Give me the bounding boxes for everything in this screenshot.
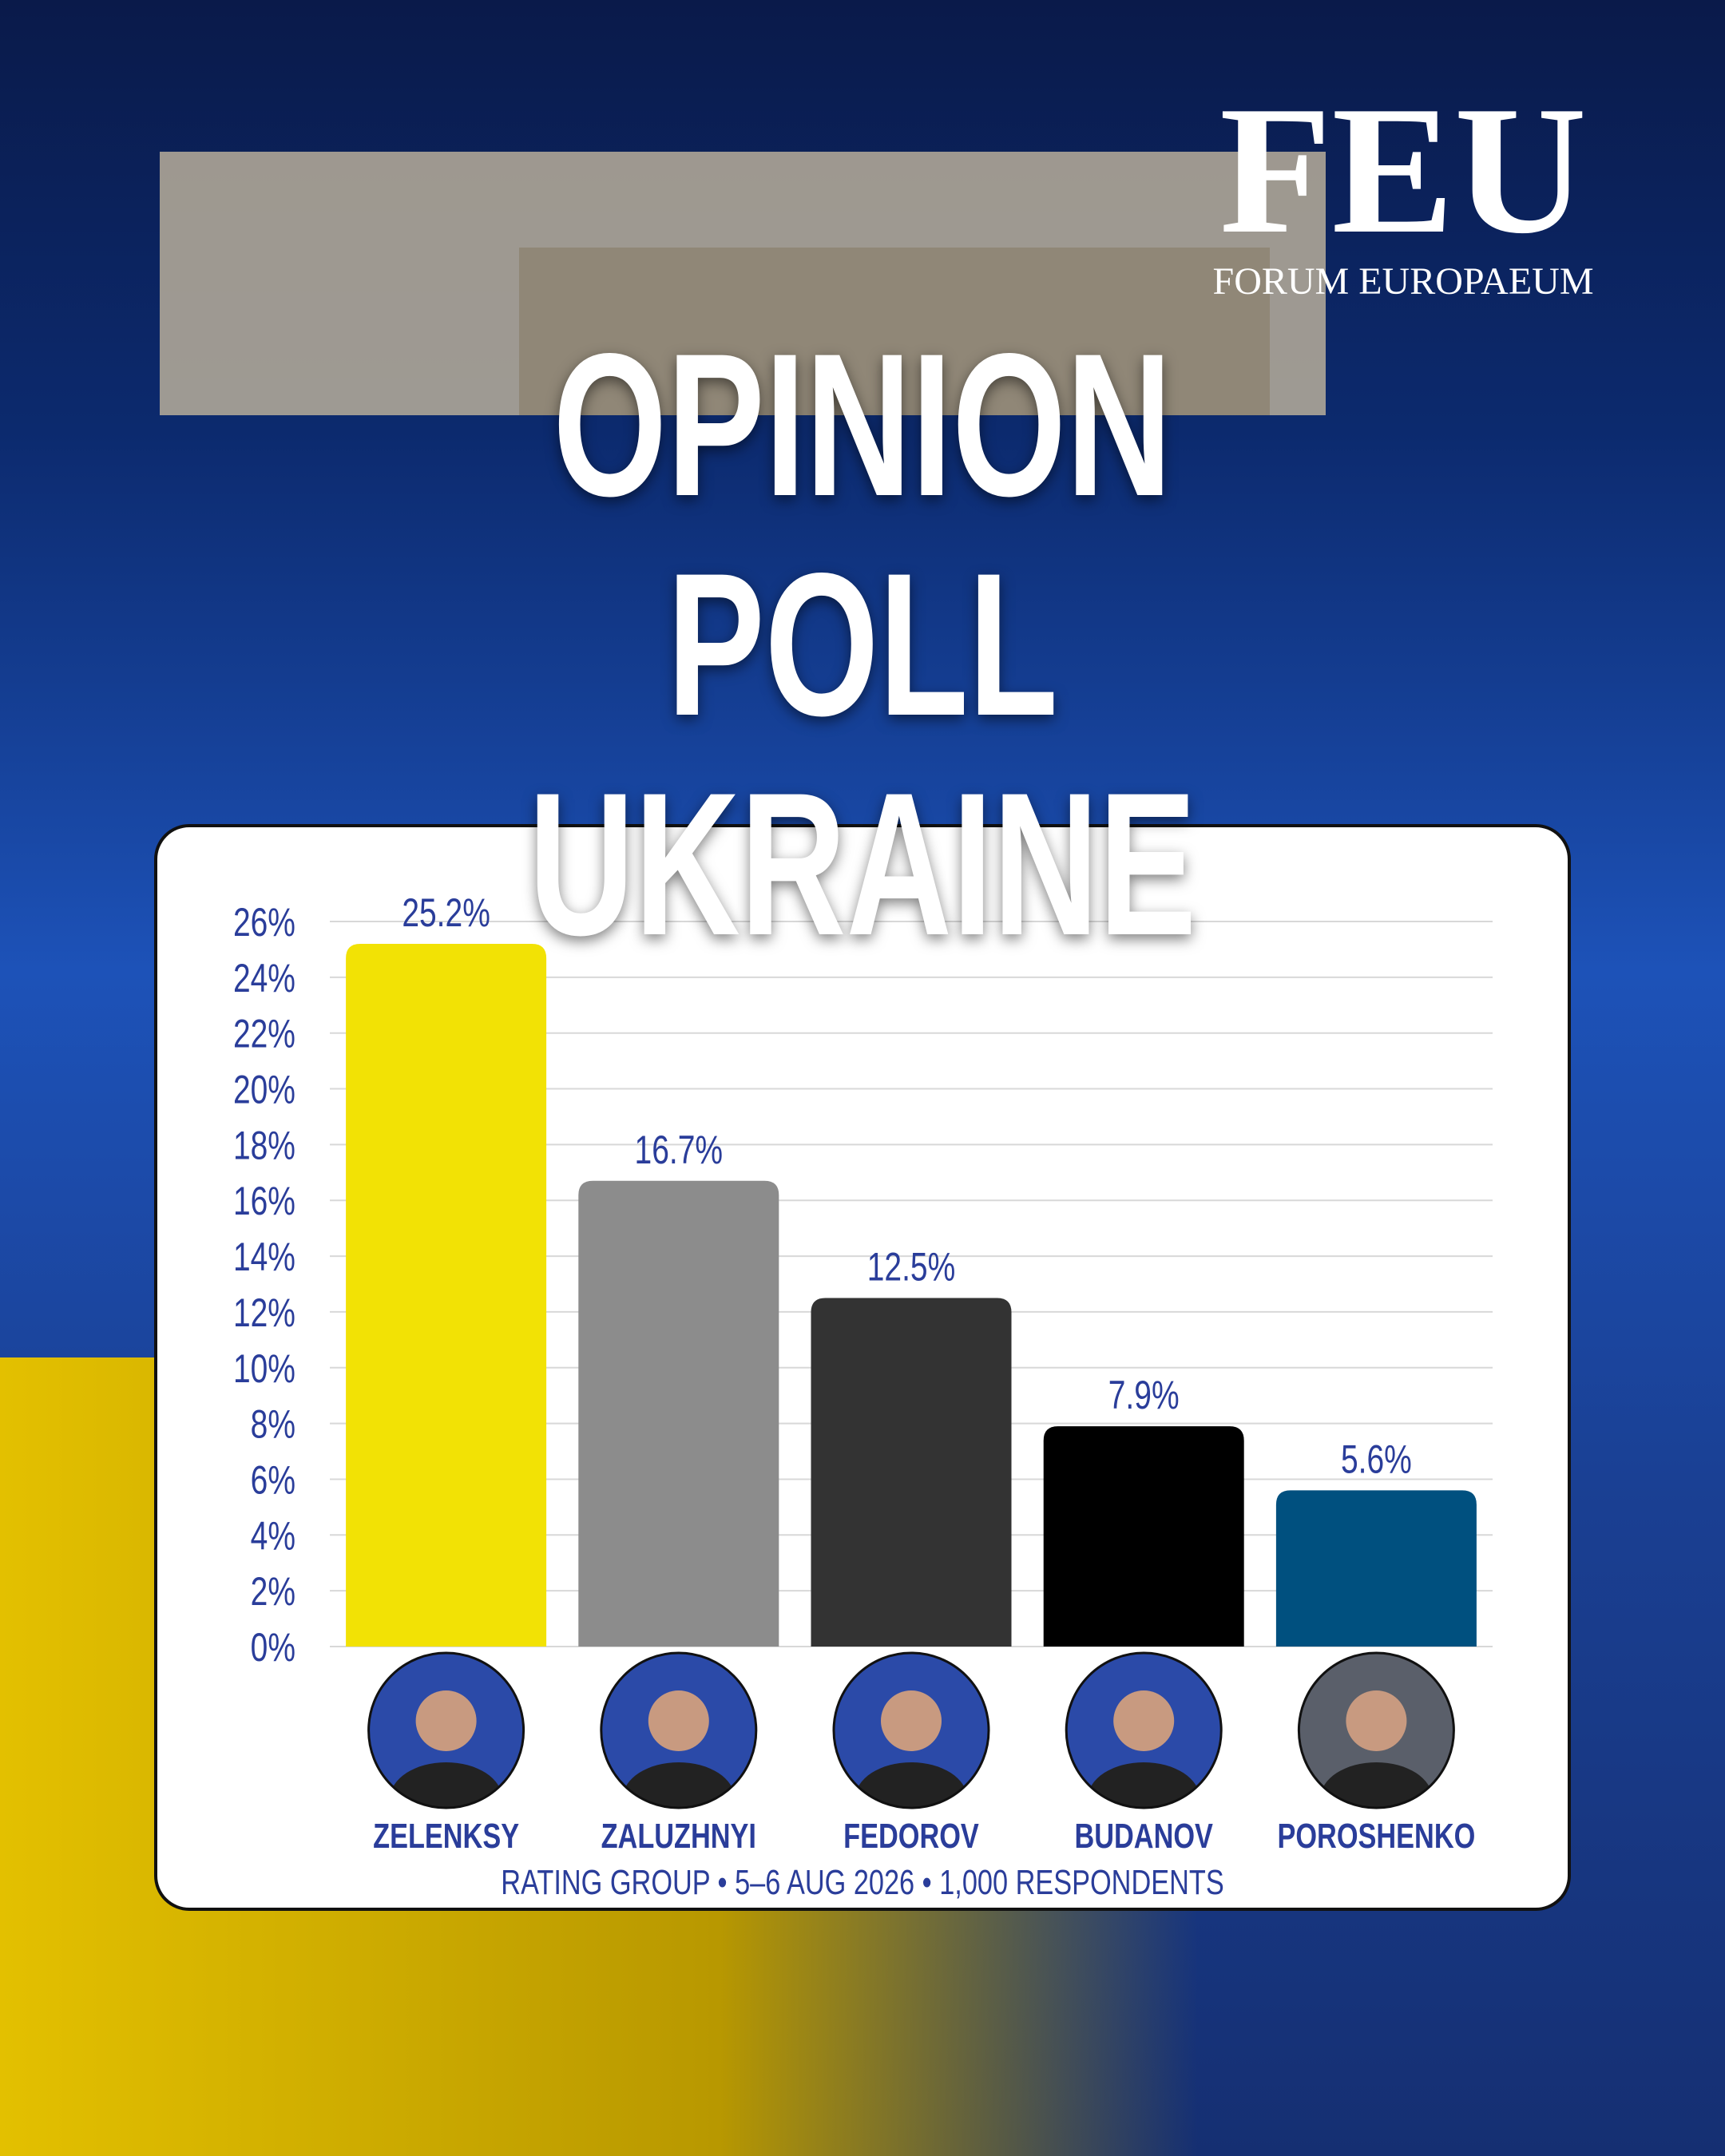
portrait-body — [1320, 1762, 1433, 1808]
portrait — [600, 1651, 758, 1809]
x-tick-label: ZALUZHNYI — [601, 1817, 756, 1856]
value-label: 5.6% — [1341, 1437, 1412, 1482]
portrait-head — [648, 1690, 709, 1751]
x-tick-label: BUDANOV — [1074, 1817, 1213, 1856]
y-tick-label: 4% — [251, 1513, 295, 1559]
portrait-body — [855, 1762, 967, 1808]
portrait-ring — [367, 1651, 525, 1809]
x-tick-label: POROSHENKO — [1278, 1817, 1476, 1856]
y-tick-label: 10% — [233, 1346, 295, 1391]
y-tick-label: 22% — [233, 1011, 295, 1056]
y-tick-label: 2% — [251, 1568, 295, 1614]
y-tick-label: 8% — [251, 1401, 295, 1447]
y-tick-label: 18% — [233, 1123, 295, 1168]
y-tick-label: 14% — [233, 1234, 295, 1279]
portrait — [1297, 1651, 1455, 1809]
value-label: 7.9% — [1108, 1372, 1180, 1417]
bar — [1043, 1426, 1244, 1647]
building-columns — [519, 248, 1270, 415]
portrait-head — [1346, 1690, 1407, 1751]
y-tick-label: 12% — [233, 1290, 295, 1335]
bar — [811, 1298, 1012, 1647]
chart-title: OPINION POLL UKRAINE — [528, 311, 1197, 978]
logo-name: FORUM EUROPAEUM — [1213, 260, 1594, 303]
portrait-head — [881, 1690, 942, 1751]
portrait-ring — [1065, 1651, 1223, 1809]
portrait — [832, 1651, 990, 1809]
y-tick-label: 20% — [233, 1067, 295, 1112]
portrait-ring — [832, 1651, 990, 1809]
y-tick-label: 26% — [233, 899, 295, 945]
portrait-ring — [1297, 1651, 1455, 1809]
portrait — [1065, 1651, 1223, 1809]
y-tick-label: 24% — [233, 955, 295, 1001]
x-tick-label: ZELENKSY — [373, 1817, 519, 1856]
plot: 0% 2% 4% 6% 8% 10% 12% 14% 16% 18% 20% 22% 24% 26% 25.… — [233, 890, 1493, 1902]
portrait-head — [415, 1690, 477, 1751]
x-tick-label: FEDOROV — [843, 1817, 979, 1856]
y-tick-label: 6% — [251, 1457, 295, 1503]
portrait-ring — [600, 1651, 758, 1809]
portrait-head — [1113, 1690, 1175, 1751]
y-tick-label: 16% — [233, 1179, 295, 1224]
portrait-body — [622, 1762, 735, 1808]
source: RATING GROUP • 5–6 AUG 2026 • 1,000 RESP… — [501, 1863, 1223, 1902]
bar — [578, 1180, 779, 1647]
value-label: 25.2% — [402, 890, 490, 935]
bar — [346, 943, 547, 1647]
logo: FEU — [1219, 68, 1587, 271]
value-label: 16.7% — [635, 1127, 724, 1172]
portrait-body — [390, 1762, 502, 1808]
portrait — [367, 1651, 525, 1809]
bar — [1275, 1490, 1477, 1647]
y-tick-label: 0% — [251, 1624, 295, 1670]
portrait-body — [1088, 1762, 1200, 1808]
value-label: 12.5% — [867, 1244, 956, 1290]
